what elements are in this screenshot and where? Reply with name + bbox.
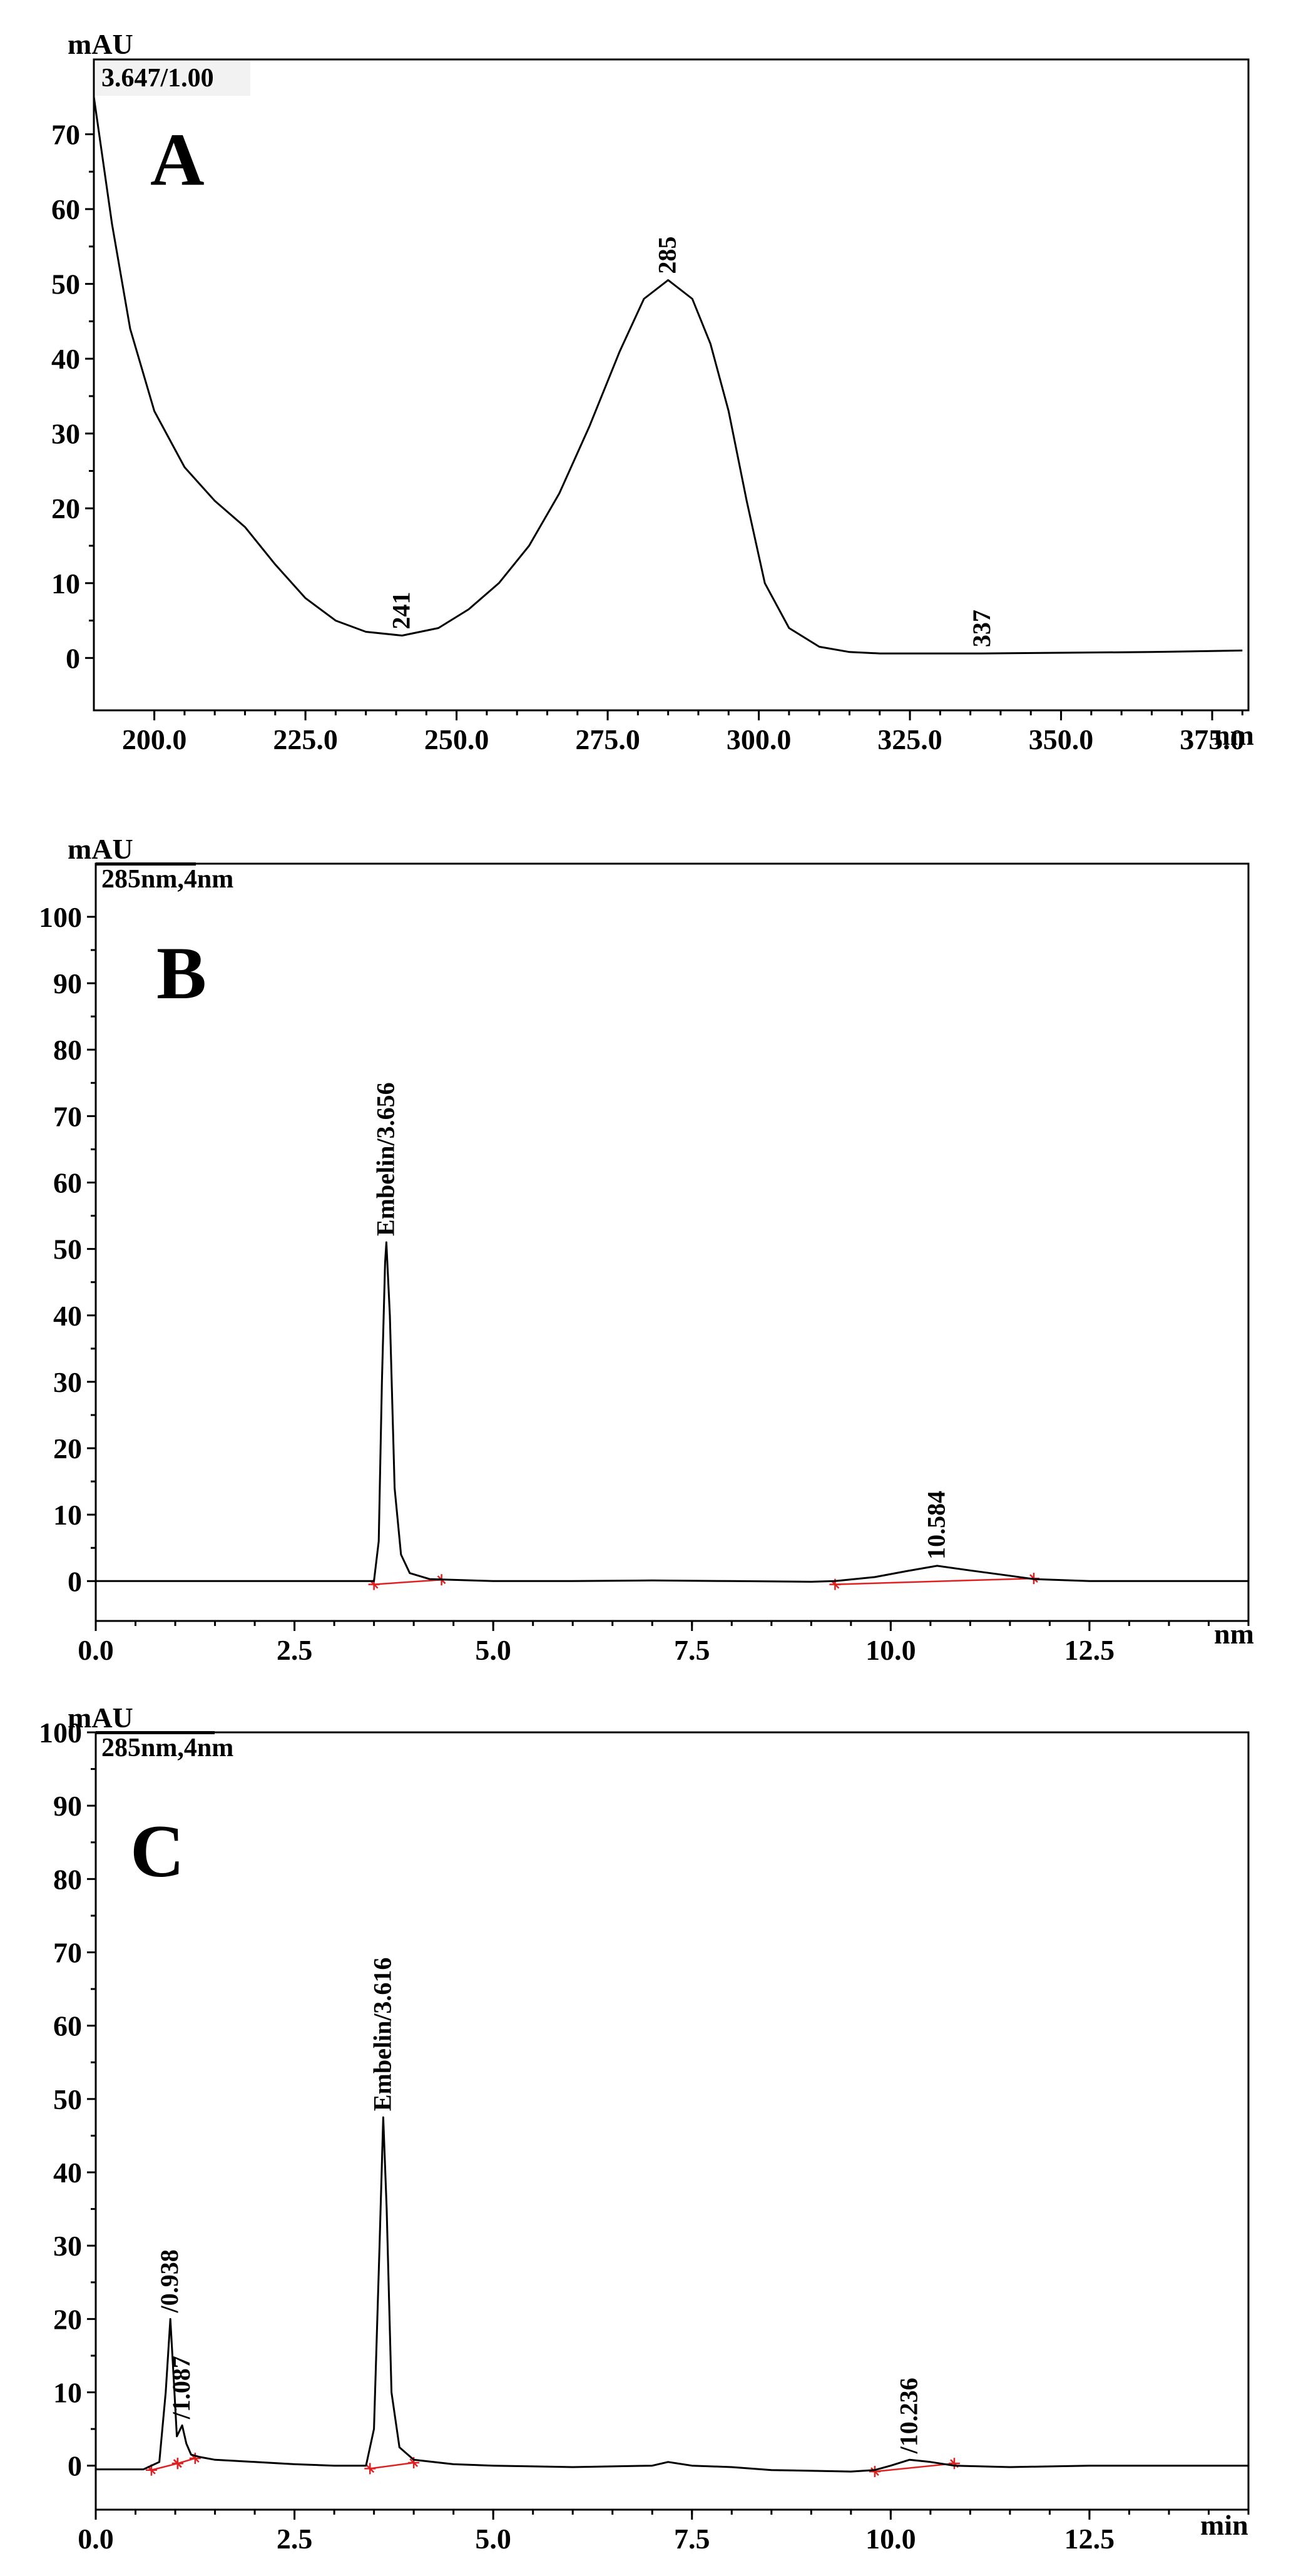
panel-c-peak-label: /10.236: [894, 2378, 922, 2454]
panel-a-x-tick-label: 375.0: [1180, 723, 1245, 755]
panel-b-x-tick-label: 12.5: [1064, 1634, 1115, 1666]
panel-c-baseline-marker: [948, 2458, 960, 2470]
panel-c-frame: [94, 1731, 1250, 2511]
panel-a-y-tick-label: 60: [51, 193, 80, 225]
panel-b-y-tick-label: 10: [53, 1499, 82, 1531]
panel-a-x-tick-label: 250.0: [424, 723, 489, 755]
panel-a-frame: [93, 58, 1250, 712]
panel-b-y-tick-label: 20: [53, 1433, 82, 1464]
panel-c-peak-label: /1.087: [167, 2356, 195, 2420]
panel-c-baseline-marker: [364, 2463, 376, 2475]
panel-c-x-unit-label: min: [1200, 2509, 1248, 2541]
panel-a-info-box: [96, 59, 250, 96]
panel-c-baseline-marker: [171, 2458, 183, 2470]
panel-a-y-tick-label: 20: [51, 493, 80, 524]
panel-c-y-tick-label: 30: [53, 2230, 82, 2262]
panel-c-letter: C: [130, 1809, 185, 1893]
panel-c-integration-baseline: [370, 2461, 414, 2470]
panel-b-y-tick-label: 100: [39, 901, 82, 933]
panel-a-info-label: 3.647/1.00: [101, 64, 214, 93]
panel-a-plot-area: 0 10 20 30 40 50 60 70 200.0 225.0 250.0 275.0 300.0…: [51, 58, 1250, 755]
panel-b-y-tick-label: 50: [53, 1234, 82, 1265]
panel-c-x-tick-label: 0.0: [78, 2523, 114, 2555]
panel-c-plot-area: 0 10 20 30 40 50 60 70 80 90 100 0.0 2.5 5.0 7.5 10.0 12…: [39, 1717, 1250, 2555]
panel-a-x-tick-label: 200.0: [122, 723, 187, 755]
panel-c-info-label: 285nm,4nm: [101, 1734, 233, 1762]
panel-b-x-tick-label: 10.0: [865, 1634, 916, 1666]
panel-b-integration-baseline: [374, 1578, 442, 1585]
panel-b-y-tick-label: 40: [53, 1300, 82, 1332]
panel-c-y-tick-label: 20: [53, 2303, 82, 2335]
panel-a-y-tick-label: 70: [51, 119, 80, 151]
panel-c-integration-baseline: [874, 2462, 955, 2473]
panel-b-x-tick-label: 5.0: [475, 1634, 511, 1666]
panel-b-integration-baseline: [835, 1577, 1034, 1585]
panel-a-x-tick-label: 275.0: [575, 723, 640, 755]
panel-c-y-tick-label: 90: [53, 1790, 82, 1822]
panel-a-letter: A: [150, 118, 205, 201]
panel-b-x-unit-label: nm: [1214, 1618, 1254, 1650]
panel-c-y-tick-label: 40: [53, 2157, 82, 2189]
panel-a-x-tick-label: 225.0: [273, 723, 338, 755]
panel-c-integration-baseline: [177, 2457, 196, 2465]
panel-b-peak-label: 10.584: [922, 1491, 951, 1560]
panel-c-x-tick-label: 5.0: [475, 2523, 511, 2555]
panel-b-y-tick-label: 30: [53, 1366, 82, 1398]
panel-a-y-tick-label: 30: [51, 418, 80, 450]
panel-c-x-tick-label: 7.5: [674, 2523, 710, 2555]
panel-b-trace: [96, 1241, 1248, 1583]
panel-a-x-tick-label: 325.0: [877, 723, 942, 755]
panel-b-y-unit-label: mAU: [68, 833, 133, 865]
panel-b-x-tick-label: 0.0: [78, 1634, 114, 1666]
panel-c-x-tick-label: 10.0: [865, 2523, 916, 2555]
panel-a: mAU 3.647/1.00 A 0 10 20 30 40 50 60 70 200.0 225…: [51, 28, 1254, 755]
panel-c-y-tick-label: 0: [68, 2450, 82, 2482]
panel-c-trace: [96, 2116, 1248, 2473]
panel-c-y-unit-label: mAU: [68, 1702, 133, 1734]
panel-c-peak-label: Embelin/3.616: [368, 1958, 396, 2112]
panel-a-x-tick-label: 300.0: [727, 723, 792, 755]
panel-a-x-tick-label: 350.0: [1029, 723, 1094, 755]
panel-c-x-tick-label: 12.5: [1064, 2523, 1115, 2555]
panel-c-baseline-marker: [869, 2466, 880, 2478]
panel-c-y-tick-label: 70: [53, 1937, 82, 1969]
panel-b-y-tick-label: 0: [68, 1565, 82, 1597]
panel-a-trace: [93, 96, 1243, 655]
panel-b-peak-label: Embelin/3.656: [371, 1082, 399, 1236]
panel-c-peak-label: /0.938: [155, 2249, 183, 2313]
panel-b-y-tick-label: 60: [53, 1167, 82, 1199]
panel-a-y-tick-label: 40: [51, 343, 80, 375]
panel-b-y-tick-label: 90: [53, 968, 82, 999]
panel-c-integration-baseline: [151, 2462, 178, 2471]
panel-c-y-tick-label: 50: [53, 2083, 82, 2115]
panel-b-y-tick-label: 70: [53, 1100, 82, 1132]
panel-a-y-unit-label: mAU: [68, 28, 133, 60]
panel-a-y-tick-label: 0: [66, 642, 80, 674]
panel-c-x-tick-label: 2.5: [277, 2523, 313, 2555]
panel-b-x-tick-label: 7.5: [674, 1634, 710, 1666]
panel-c-y-tick-label: 10: [53, 2377, 82, 2409]
panel-a-y-tick-label: 50: [51, 268, 80, 300]
panel-a-peak-label: 241: [387, 591, 416, 629]
panel-c-y-tick-label: 60: [53, 2010, 82, 2042]
panel-a-x-unit-label: nm: [1214, 719, 1254, 751]
panel-b-letter: B: [156, 931, 207, 1015]
panel-b-plot-area: 0 10 20 30 40 50 60 70 80 90 100 0.0 2.5 5.0 7.5 10.0 12…: [39, 862, 1250, 1666]
panel-b: mAU 285nm,4nm B 0 10 20 30 40 50 60 70 80 90 100 0.…: [39, 833, 1254, 1666]
panel-c-y-tick-label: 80: [53, 1863, 82, 1895]
panel-b-y-tick-label: 80: [53, 1034, 82, 1066]
panel-c: mAU 285nm,4nm C 0 10 20 30 40 50 60 70 80 90 100 0.…: [39, 1702, 1250, 2555]
panel-c-y-tick-label: 100: [39, 1717, 82, 1749]
panel-a-peak-label: 285: [653, 237, 681, 274]
panel-a-y-tick-label: 10: [51, 568, 80, 600]
panel-b-info-label: 285nm,4nm: [101, 865, 233, 894]
panel-b-frame: [94, 862, 1250, 1622]
panel-a-peak-label: 337: [967, 610, 996, 647]
panel-b-x-tick-label: 2.5: [277, 1634, 313, 1666]
